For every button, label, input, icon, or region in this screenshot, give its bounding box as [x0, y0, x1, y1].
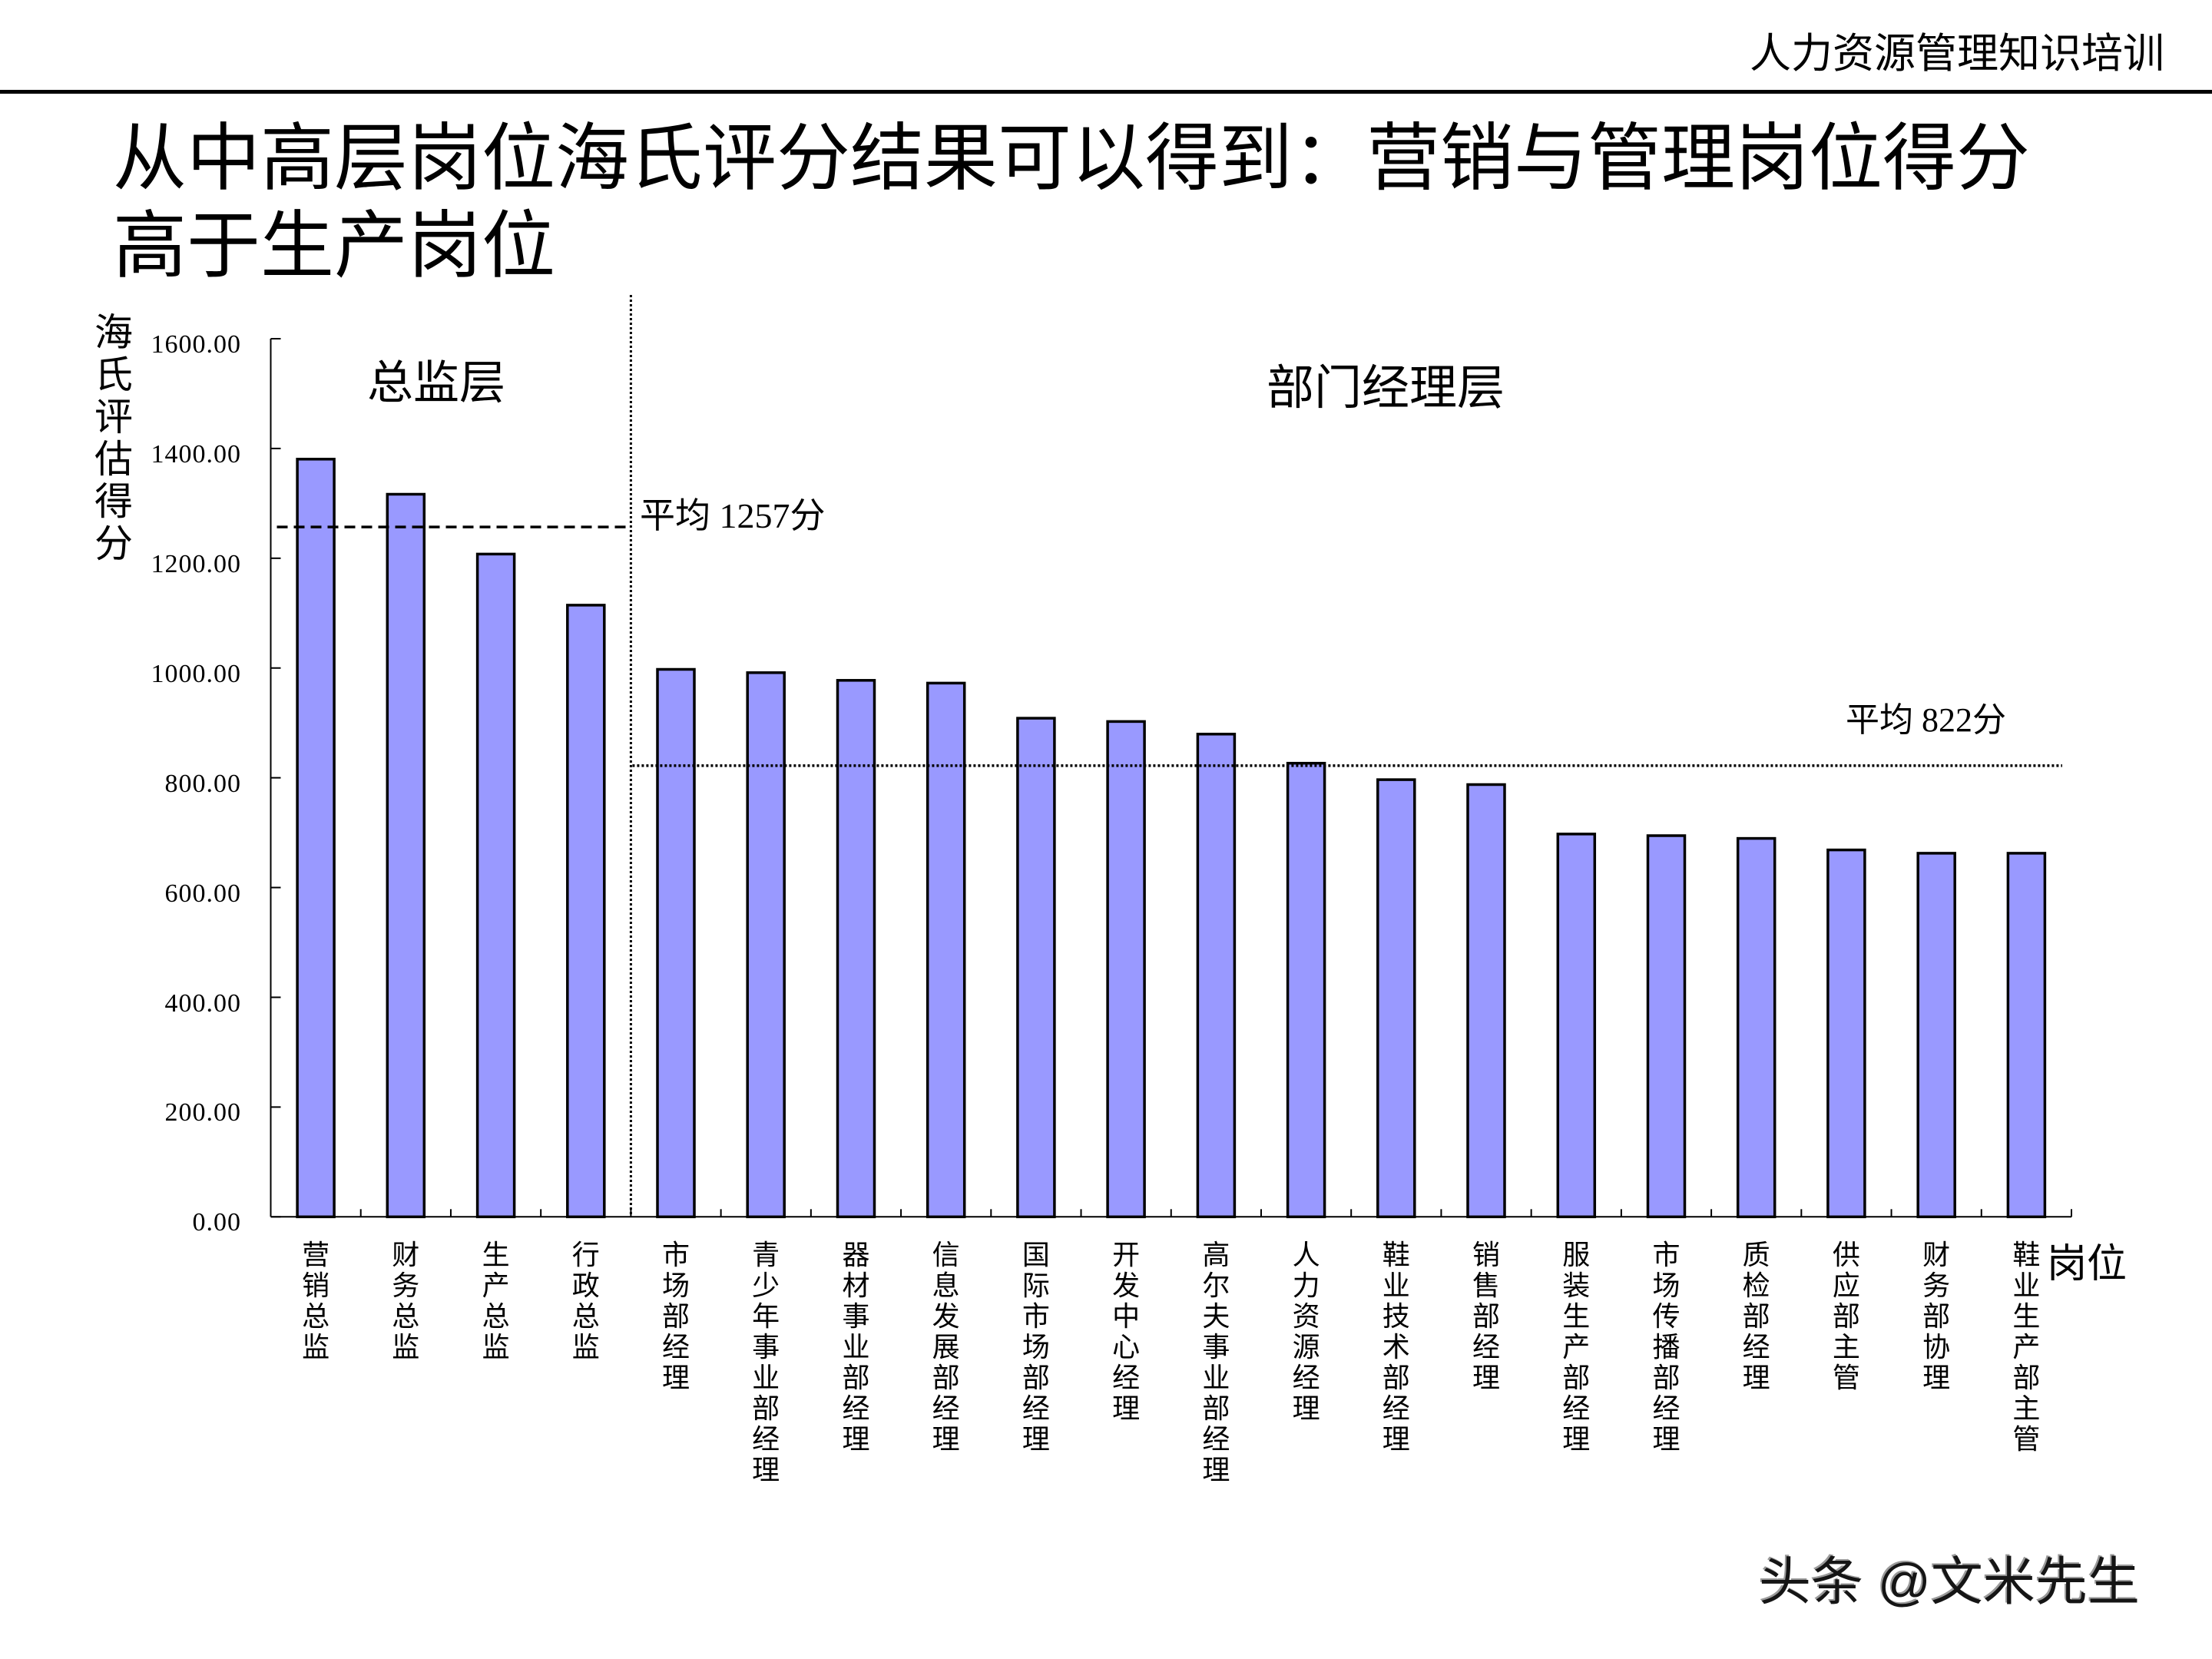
- watermark: 头条 @文米先生: [1759, 1553, 2140, 1611]
- reference-lines: [276, 295, 2062, 1216]
- bar: [1196, 733, 1237, 1219]
- y-tick-label: 200.00: [164, 1098, 241, 1128]
- x-category-label: 开发中心经理: [1112, 1240, 1141, 1424]
- y-tick-label: 1400.00: [151, 439, 241, 469]
- slide-title: 从中高层岗位海氏评分结果可以得到：营销与管理岗位得分 高于生产岗位: [113, 115, 2030, 290]
- bar: [1466, 783, 1506, 1219]
- bar: [926, 681, 966, 1219]
- bar: [1286, 761, 1326, 1219]
- x-axis-title: 岗位: [2047, 1242, 2128, 1286]
- bar: [1736, 836, 1777, 1219]
- x-category-label: 财务部协理: [1922, 1240, 1951, 1393]
- x-category-label: 营销总监: [302, 1240, 330, 1363]
- bar: [1556, 833, 1597, 1219]
- y-tick-label: 1600.00: [151, 330, 241, 359]
- x-category-label: 生产总监: [482, 1240, 510, 1363]
- bar: [566, 604, 606, 1219]
- y-tick-label: 1000.00: [151, 659, 241, 688]
- x-category-label: 市场传播部经理: [1652, 1240, 1681, 1455]
- y-tick-label: 0.00: [192, 1208, 241, 1237]
- slide-title-line-1: 从中高层岗位海氏评分结果可以得到：营销与管理岗位得分: [113, 118, 2030, 200]
- x-category-label: 市场部经理: [661, 1240, 690, 1393]
- header-divider: [0, 90, 2212, 94]
- bar: [656, 667, 696, 1219]
- manager-group-label: 部门经理层: [1267, 362, 1505, 415]
- x-category-label: 国际市场部经理: [1022, 1240, 1050, 1455]
- y-tick-label: 600.00: [164, 879, 241, 908]
- x-category-label: 高尔夫事业部经理: [1202, 1240, 1230, 1485]
- y-tick-label: 1200.00: [151, 549, 241, 578]
- x-category-label: 人力资源经理: [1292, 1240, 1320, 1424]
- bar: [836, 679, 876, 1219]
- bar: [1826, 848, 1866, 1219]
- x-category-label: 财务总监: [392, 1240, 420, 1363]
- bar: [1376, 778, 1416, 1219]
- bar: [386, 492, 426, 1219]
- director-average-label: 平均 1257分: [640, 496, 826, 535]
- y-tick-label: 400.00: [164, 988, 241, 1018]
- bar: [1646, 834, 1687, 1219]
- chart-axes: [270, 338, 2072, 1218]
- course-title: 人力资源管理知识培训: [1750, 31, 2164, 77]
- manager-average-label: 平均 822分: [1846, 701, 2006, 739]
- y-axis-title: 海氏评估得分: [94, 311, 133, 565]
- x-category-label: 服装生产部经理: [1562, 1240, 1591, 1455]
- director-group-label: 总监层: [367, 357, 505, 409]
- bar-series: [296, 458, 2047, 1219]
- bar: [1916, 852, 1956, 1219]
- x-category-label: 鞋业生产部主管: [2012, 1240, 2041, 1455]
- x-category-label: 供应部主管: [1832, 1240, 1860, 1393]
- x-category-label: 信息发展部经理: [932, 1240, 960, 1455]
- bar: [475, 552, 516, 1219]
- y-tick-label: 800.00: [164, 769, 241, 798]
- x-category-label: 销售部经理: [1472, 1240, 1500, 1393]
- x-category-label: 青少年事业部经理: [752, 1240, 780, 1485]
- x-category-label: 行政总监: [571, 1240, 600, 1363]
- x-category-label: 器材事业部经理: [842, 1240, 870, 1455]
- x-category-label: 质检部经理: [1742, 1240, 1770, 1393]
- x-category-label: 鞋业技术部经理: [1382, 1240, 1410, 1455]
- bar: [1016, 717, 1056, 1219]
- slide-title-line-2: 高于生产岗位: [113, 205, 555, 287]
- bar: [746, 671, 786, 1219]
- bar: [296, 458, 336, 1219]
- bar: [2006, 852, 2047, 1219]
- bar: [1106, 720, 1146, 1219]
